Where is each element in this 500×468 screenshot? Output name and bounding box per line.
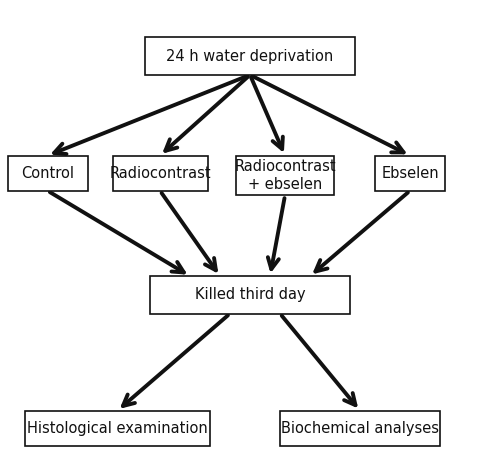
FancyBboxPatch shape [112, 155, 208, 190]
FancyBboxPatch shape [145, 37, 355, 75]
Text: Ebselen: Ebselen [381, 166, 439, 181]
Text: Control: Control [21, 166, 74, 181]
Text: Radiocontrast
+ ebselen: Radiocontrast + ebselen [234, 159, 336, 192]
FancyBboxPatch shape [25, 411, 210, 446]
FancyBboxPatch shape [150, 276, 350, 314]
FancyBboxPatch shape [375, 155, 445, 190]
Text: Biochemical analyses: Biochemical analyses [281, 421, 439, 436]
FancyBboxPatch shape [236, 155, 334, 195]
FancyBboxPatch shape [8, 155, 87, 190]
Text: 24 h water deprivation: 24 h water deprivation [166, 49, 334, 64]
Text: Histological examination: Histological examination [27, 421, 208, 436]
Text: Radiocontrast: Radiocontrast [109, 166, 211, 181]
FancyBboxPatch shape [280, 411, 440, 446]
Text: Killed third day: Killed third day [194, 287, 306, 302]
